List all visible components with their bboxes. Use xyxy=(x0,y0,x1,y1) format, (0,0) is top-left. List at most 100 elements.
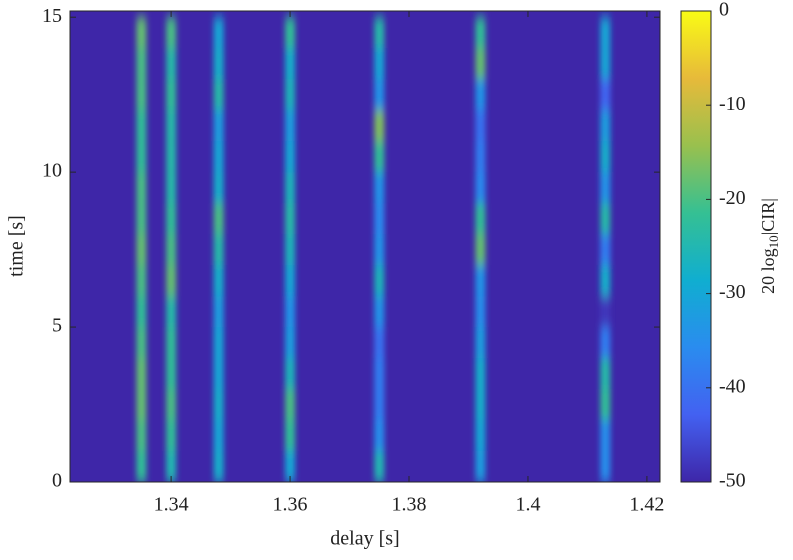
heatmap-cell xyxy=(600,327,611,359)
heatmap-cell xyxy=(213,451,224,482)
heatmap-cell xyxy=(213,79,224,111)
heatmap-cell xyxy=(374,17,385,49)
heatmap-cell xyxy=(600,451,611,482)
heatmap-cell xyxy=(136,327,147,359)
x-tick-label: 1.36 xyxy=(273,494,308,516)
heatmap-cell xyxy=(600,48,611,80)
heatmap-cell xyxy=(600,17,611,49)
heatmap-cell xyxy=(475,265,486,297)
heatmap-cell xyxy=(166,141,177,173)
heatmap-cell xyxy=(475,79,486,111)
heatmap-cell xyxy=(136,358,147,390)
heatmap-cell xyxy=(285,389,296,421)
y-axis-label: time [s] xyxy=(6,215,28,277)
heatmap-cell xyxy=(374,358,385,390)
heatmap-cell xyxy=(475,172,486,204)
heatmap-cell xyxy=(600,172,611,204)
heatmap-cell xyxy=(475,48,486,80)
heatmap-cell xyxy=(213,141,224,173)
heatmap-cell xyxy=(374,389,385,421)
heatmap-cell xyxy=(475,203,486,235)
heatmap-cell xyxy=(475,358,486,390)
y-tick-label: 5 xyxy=(52,315,62,337)
colorbar-tick-label: 0 xyxy=(719,0,729,21)
heatmap-cell xyxy=(285,48,296,80)
heatmap-cells xyxy=(136,17,611,482)
heatmap-cell xyxy=(285,172,296,204)
heatmap-cell xyxy=(475,110,486,142)
heatmap-cell xyxy=(600,234,611,266)
heatmap-cell xyxy=(374,451,385,482)
heatmap-cell xyxy=(475,296,486,328)
heatmap-cell xyxy=(213,203,224,235)
heatmap-cell xyxy=(136,265,147,297)
heatmap-cell xyxy=(166,420,177,452)
heatmap-cell xyxy=(285,79,296,111)
heatmap-cell xyxy=(166,172,177,204)
heatmap-cell xyxy=(600,389,611,421)
heatmap-cell xyxy=(475,389,486,421)
colorbar-tick-label: -30 xyxy=(719,281,746,303)
plot-background xyxy=(70,11,660,482)
colorbar-label-part: |CIR| xyxy=(758,198,778,235)
colorbar-tick-label: -50 xyxy=(719,470,746,492)
colorbar-label-part: 20 log xyxy=(758,248,778,294)
heatmap-cell xyxy=(166,17,177,49)
heatmap-cell xyxy=(285,420,296,452)
heatmap-cell xyxy=(213,172,224,204)
heatmap-cell xyxy=(136,451,147,482)
heatmap-cell xyxy=(285,296,296,328)
heatmap-cell xyxy=(136,110,147,142)
heatmap-cell xyxy=(374,79,385,111)
colorbar xyxy=(680,10,712,483)
colorbar-tick-label: -10 xyxy=(719,93,746,115)
heatmap-cell xyxy=(374,265,385,297)
heatmap-cell xyxy=(285,265,296,297)
heatmap-cell xyxy=(166,296,177,328)
heatmap-cell xyxy=(213,420,224,452)
heatmap-cell xyxy=(166,79,177,111)
heatmap-cell xyxy=(600,265,611,297)
heatmap-cell xyxy=(136,141,147,173)
heatmap-cell xyxy=(600,358,611,390)
x-tick-label: 1.4 xyxy=(515,494,540,516)
heatmap-cell xyxy=(475,451,486,482)
heatmap-cell xyxy=(285,141,296,173)
heatmap-cell xyxy=(213,234,224,266)
heatmap-cell xyxy=(285,17,296,49)
heatmap-cell xyxy=(136,296,147,328)
plot-frame xyxy=(69,10,661,483)
heatmap-cell xyxy=(213,296,224,328)
heatmap-cell xyxy=(374,141,385,173)
heatmap-cell xyxy=(136,172,147,204)
heatmap-cell xyxy=(475,327,486,359)
heatmap-cell xyxy=(600,420,611,452)
heatmap-cell xyxy=(136,420,147,452)
heatmap-cell xyxy=(475,234,486,266)
heatmap-cell xyxy=(374,296,385,328)
x-axis-label: delay [s] xyxy=(330,528,399,550)
heatmap-cell xyxy=(136,48,147,80)
heatmap-cell xyxy=(374,172,385,204)
heatmap-cell xyxy=(600,110,611,142)
y-tick-label: 15 xyxy=(42,5,62,27)
x-tick-label: 1.34 xyxy=(154,494,189,516)
heatmap-cell xyxy=(374,48,385,80)
colorbar-label: 20 log10|CIR| xyxy=(758,198,781,294)
x-tick-label: 1.38 xyxy=(392,494,427,516)
heatmap-cell xyxy=(166,358,177,390)
heatmap-cell xyxy=(285,110,296,142)
heatmap-cell xyxy=(285,327,296,359)
heatmap-cell xyxy=(166,451,177,482)
colorbar-tick-label: -20 xyxy=(719,187,746,209)
heatmap-cell xyxy=(285,203,296,235)
heatmap-cell xyxy=(136,389,147,421)
heatmap-cell xyxy=(166,389,177,421)
colorbar-label-part: 10 xyxy=(766,235,781,248)
y-tick-label: 0 xyxy=(52,470,62,492)
heatmap-cell xyxy=(475,17,486,49)
heatmap-cell xyxy=(166,203,177,235)
heatmap-cell xyxy=(600,79,611,111)
heatmap-cell xyxy=(600,203,611,235)
